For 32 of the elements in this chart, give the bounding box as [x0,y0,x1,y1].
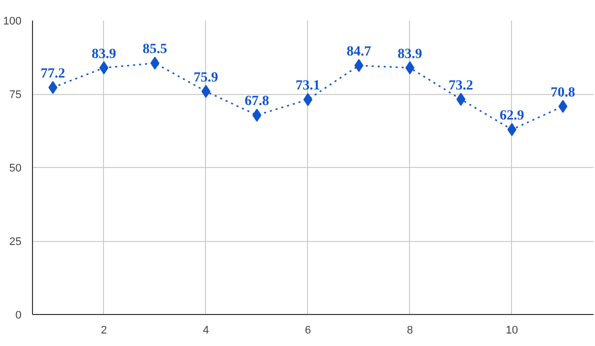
point [456,92,466,106]
x-tick-label: 8 [406,324,413,336]
data-label: 84.7 [346,44,372,60]
point [405,61,414,74]
y-tick-label: 75 [9,89,22,101]
x-tick-label: 4 [202,324,209,336]
point [99,61,108,74]
y-tick-label: 50 [9,162,22,174]
x-tick-label: 2 [100,324,107,336]
point [507,123,516,136]
data-label: 83.9 [398,46,422,62]
data-label: 83.9 [92,46,116,62]
point [201,84,210,98]
point [354,58,364,72]
data-label: 85.5 [142,42,168,58]
data-label: 70.8 [550,85,576,100]
point [150,56,160,70]
y-tick-label: 25 [9,236,22,248]
point [558,100,568,113]
data-label: 75.9 [194,70,218,86]
x-tick-label: 6 [304,324,311,336]
y-tick-label: 0 [15,310,22,322]
point [303,93,312,106]
y-tick-label: 100 [3,16,22,28]
point [252,108,262,122]
data-label: 62.9 [500,108,524,124]
data-label: 73.2 [448,78,474,94]
data-label: 73.1 [296,78,320,94]
x-tick-label: 10 [506,324,518,336]
point [48,81,58,94]
data-label: 67.8 [244,94,270,110]
data-label: 77.2 [40,66,66,82]
